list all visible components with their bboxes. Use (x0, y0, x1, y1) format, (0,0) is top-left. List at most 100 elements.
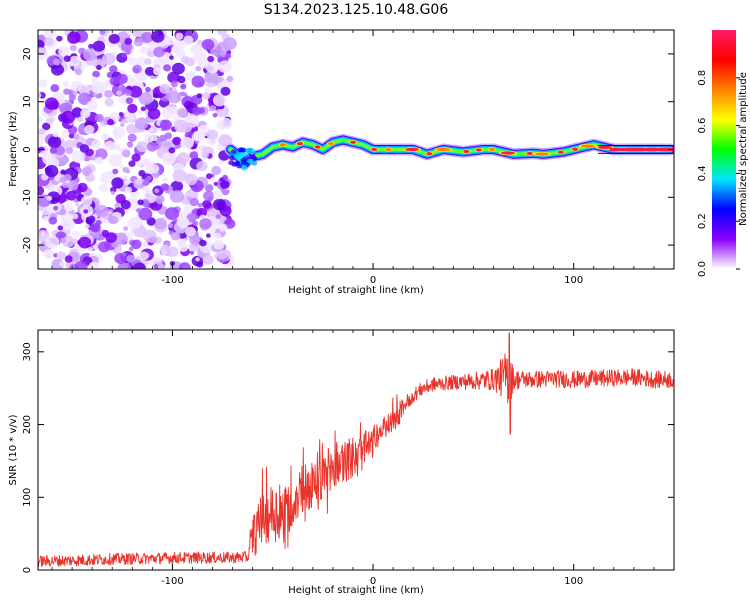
noise-blob (90, 81, 104, 94)
noise-blob (43, 30, 56, 40)
noise-blob (225, 53, 232, 59)
noise-blob (198, 59, 209, 69)
noise-blob (38, 116, 44, 124)
noise-blob (171, 46, 180, 54)
noise-blob (204, 70, 219, 84)
noise-blob (222, 37, 237, 50)
noise-blob (161, 152, 176, 166)
noise-blob (192, 220, 199, 226)
noise-blob (197, 202, 203, 208)
noise-blob (155, 257, 162, 263)
noise-blob (184, 173, 198, 186)
noise-blob (152, 93, 159, 99)
noise-blob (153, 67, 162, 76)
noise-blob (58, 46, 69, 56)
hotspot (279, 143, 286, 147)
snr-x-tick-label: 0 (370, 576, 376, 587)
noise-blob (164, 37, 174, 46)
noise-blob (212, 113, 218, 118)
hotspot (526, 151, 533, 156)
noise-blob (167, 71, 180, 84)
track-blob (249, 154, 256, 160)
noise-blob (163, 64, 172, 72)
noise-blob (107, 118, 115, 126)
noise-blob (169, 190, 184, 203)
noise-blob (142, 158, 152, 167)
noise-blob (180, 136, 194, 150)
noise-blob (80, 195, 93, 207)
noise-blob (119, 164, 124, 169)
noise-blob (167, 91, 181, 104)
noise-blob (151, 30, 165, 43)
noise-blob (163, 52, 170, 59)
noise-blob (218, 159, 224, 165)
noise-blob (199, 218, 212, 230)
noise-blob (48, 216, 58, 225)
noise-blob (167, 223, 174, 229)
noise-blob (110, 190, 116, 195)
noise-blob (147, 108, 161, 120)
noise-blob (159, 119, 172, 131)
noise-blob (46, 117, 54, 125)
noise-blob (56, 35, 63, 42)
noise-blob (98, 184, 108, 193)
noise-blob (146, 142, 158, 152)
noise-blob (126, 57, 136, 65)
noise-blob (159, 134, 168, 142)
noise-blob (126, 254, 136, 263)
snr-y-axis-label: SNR (10 * v/v) (8, 414, 19, 485)
track-blob (228, 160, 235, 166)
snr-y-tick-label: 100 (22, 488, 33, 507)
noise-blob (168, 147, 176, 154)
noise-blob (95, 156, 104, 165)
noise-blob (154, 217, 167, 230)
noise-blob (177, 75, 186, 84)
noise-blob (57, 157, 64, 163)
noise-blob (91, 76, 98, 83)
noise-blob (38, 128, 46, 135)
spectrogram-y-tick-label: 0 (22, 146, 33, 152)
noise-blob (160, 183, 170, 191)
noise-blob (44, 37, 54, 46)
noise-blob (127, 133, 137, 142)
noise-blob (110, 186, 117, 193)
noise-blob (212, 94, 227, 107)
noise-blob (108, 215, 118, 225)
noise-blob (189, 241, 200, 252)
colorbar-tick-label: 0.0 (697, 261, 708, 277)
noise-blob (130, 239, 142, 250)
colorbar-ticks: 0.0 0.2 0.4 0.6 0.8 (697, 70, 740, 277)
noise-blob (202, 92, 211, 100)
hotspot (371, 147, 378, 152)
noise-blob (131, 153, 141, 162)
noise-blob (125, 123, 137, 134)
noise-blob (194, 131, 205, 142)
noise-blob (207, 55, 215, 63)
noise-blob (45, 235, 60, 249)
noise-blob (146, 175, 152, 181)
noise-blob (83, 209, 89, 214)
snr-x-tick-label: 100 (564, 576, 583, 587)
noise-blob (217, 30, 228, 36)
noise-blob (51, 258, 64, 269)
noise-blob (190, 44, 203, 55)
noise-blob (133, 262, 146, 269)
noise-blob (195, 257, 200, 262)
colorbar-tick-label: 0.2 (697, 213, 708, 229)
noise-blob (159, 83, 171, 94)
noise-blob (59, 261, 65, 267)
hotspot (405, 147, 420, 152)
hotspot (572, 147, 579, 151)
noise-blob (46, 195, 53, 201)
noise-blob (204, 184, 214, 193)
noise-blob (136, 141, 149, 153)
noise-blob (140, 106, 147, 112)
snr-y-tick-label: 200 (22, 415, 33, 434)
noise-blob (108, 33, 120, 44)
noise-blob (195, 65, 202, 72)
noise-blob (63, 55, 71, 62)
noise-blob (60, 217, 75, 231)
noise-blob (172, 169, 187, 183)
noise-blob (85, 215, 96, 224)
